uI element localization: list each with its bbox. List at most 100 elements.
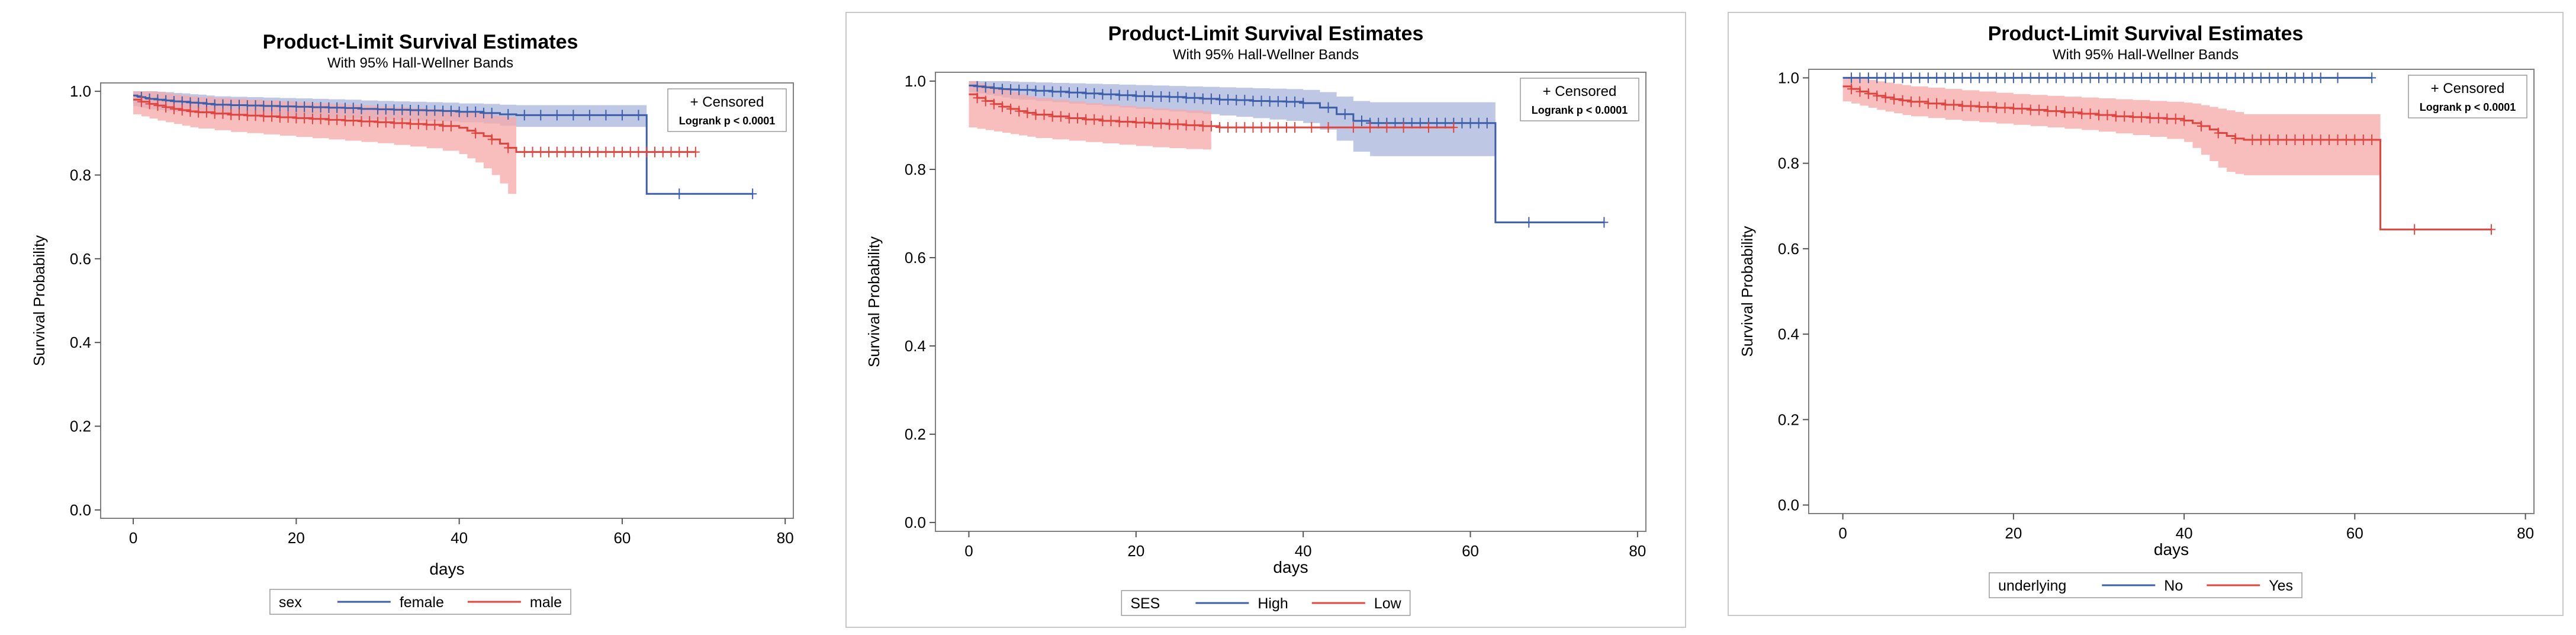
censor-mark xyxy=(569,146,578,158)
censor-mark xyxy=(1107,89,1115,100)
censor-mark xyxy=(528,146,537,158)
legend: underlying No Yes xyxy=(1989,572,2302,598)
confidence-band-high xyxy=(969,81,1496,156)
censor-mark xyxy=(2060,72,2069,84)
censor-mark xyxy=(2282,134,2291,145)
censor-mark xyxy=(1873,72,1882,84)
x-axis-label: days xyxy=(429,560,464,578)
censor-mark xyxy=(1855,72,1864,84)
censor-mark xyxy=(406,118,415,130)
x-tick-label: 20 xyxy=(288,529,305,547)
censor-mark xyxy=(1023,107,1032,118)
censor-mark xyxy=(186,106,195,117)
censor-mark xyxy=(2009,72,2018,84)
x-tick-label: 80 xyxy=(777,529,794,547)
censor-mark xyxy=(1864,88,1873,100)
censored-legend-label: + Censored xyxy=(690,94,764,110)
censor-mark xyxy=(2120,111,2129,122)
censor-mark xyxy=(1031,85,1040,97)
censor-mark xyxy=(2137,72,2146,84)
censor-mark xyxy=(398,104,407,116)
y-axis-label: Survival Probability xyxy=(1738,226,1756,357)
y-tick-label: 0.4 xyxy=(905,337,926,355)
censor-mark xyxy=(300,101,309,113)
censor-mark xyxy=(340,115,349,126)
censor-mark xyxy=(1992,102,2001,113)
censor-mark xyxy=(651,146,659,158)
censor-mark xyxy=(1215,94,1224,105)
censor-mark xyxy=(1847,72,1856,84)
censor-mark xyxy=(2018,72,2027,84)
censor-mark xyxy=(1273,122,1282,133)
plot-frame xyxy=(100,82,794,519)
censor-mark xyxy=(634,146,643,158)
x-tick-label: 40 xyxy=(1295,542,1312,560)
censor-mark xyxy=(2051,72,2060,84)
censor-mark xyxy=(1915,96,1924,107)
censor-mark xyxy=(1131,117,1140,128)
censor-mark xyxy=(1056,86,1065,97)
censor-mark xyxy=(1198,120,1207,132)
censor-mark xyxy=(251,110,260,121)
censor-mark xyxy=(324,114,333,126)
censor-mark xyxy=(2137,111,2146,123)
legend-entry-male: male xyxy=(530,594,562,611)
censor-mark xyxy=(667,146,676,158)
censor-mark xyxy=(1932,98,1941,109)
censor-mark xyxy=(642,146,651,158)
censor-mark xyxy=(626,146,635,158)
censor-mark xyxy=(316,113,325,124)
censor-mark xyxy=(153,100,162,111)
censor-mark xyxy=(504,109,513,120)
censor-mark xyxy=(227,100,236,111)
censor-mark xyxy=(585,146,594,158)
censor-mark xyxy=(316,101,325,113)
y-tick-label: 0.0 xyxy=(70,501,91,519)
censor-mark xyxy=(2256,72,2265,84)
censor-mark xyxy=(471,106,480,117)
inset-box xyxy=(2408,75,2527,118)
censor-mark xyxy=(536,110,545,121)
censor-mark xyxy=(381,104,390,115)
censor-mark xyxy=(2086,108,2095,119)
censor-mark xyxy=(2333,134,2342,145)
y-tick-label: 0.0 xyxy=(905,514,926,531)
chart-subtitle: With 95% Hall-Wellner Bands xyxy=(1173,47,1359,63)
censor-mark xyxy=(2154,72,2163,84)
chart-ses: Product-Limit Survival Estimates With 95%… xyxy=(865,23,1646,616)
censor-mark xyxy=(1098,89,1107,100)
censor-mark xyxy=(1324,102,1333,113)
censor-mark xyxy=(1107,115,1115,126)
censor-mark xyxy=(1082,88,1091,99)
censor-mark xyxy=(2214,72,2223,84)
censor-mark xyxy=(2308,72,2317,84)
censor-mark xyxy=(1090,88,1099,99)
censor-mark xyxy=(2095,110,2103,121)
censor-mark xyxy=(1224,94,1233,105)
censor-mark xyxy=(2001,72,2009,84)
censor-mark xyxy=(561,146,570,158)
censor-mark xyxy=(981,95,990,107)
censor-mark xyxy=(169,103,178,114)
censor-mark xyxy=(1525,217,1533,228)
censor-mark xyxy=(2248,134,2257,145)
censor-mark xyxy=(1040,85,1049,97)
censor-mark xyxy=(1115,89,1124,101)
y-axis-label: Survival Probability xyxy=(865,236,883,367)
censor-mark xyxy=(381,117,390,128)
censor-mark xyxy=(1299,98,1308,109)
censor-mark xyxy=(2316,72,2325,84)
censor-mark xyxy=(308,113,317,124)
legend-frame xyxy=(1121,590,1411,616)
censor-mark xyxy=(398,117,407,129)
censor-mark xyxy=(520,110,529,121)
chart-underlying: Product-Limit Survival Estimates With 95%… xyxy=(1738,23,2535,598)
censor-mark xyxy=(2051,105,2060,117)
censor-mark xyxy=(2256,134,2265,145)
censor-mark xyxy=(1048,86,1057,97)
censor-mark xyxy=(634,110,643,121)
censor-mark xyxy=(748,188,757,200)
censor-mark xyxy=(1881,92,1890,103)
censor-mark xyxy=(675,188,684,200)
censor-mark xyxy=(275,101,284,112)
